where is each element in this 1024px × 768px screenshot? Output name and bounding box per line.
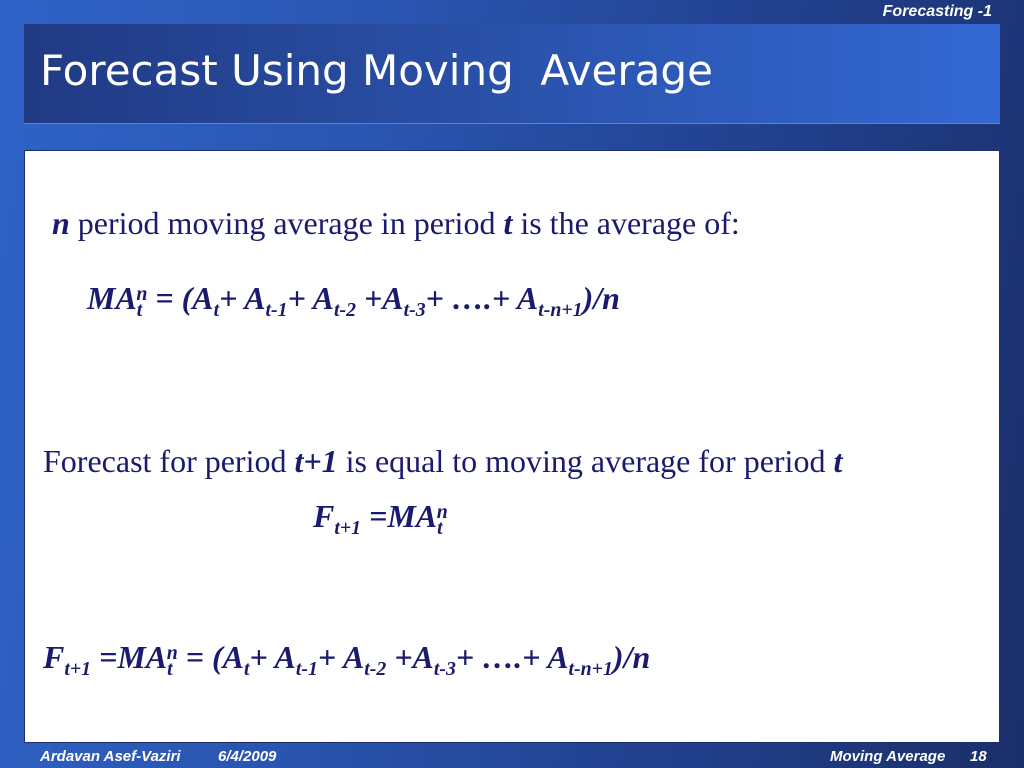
definition-text: n period moving average in period t is t…	[52, 205, 740, 241]
combined-formula: Ft+1 =MAtn = (At+ At-1+ At-2 +At-3+ ….+ …	[43, 639, 651, 680]
forecast-formula: Ft+1 =MAtn	[313, 498, 448, 539]
section-label: Forecasting -1	[882, 3, 992, 20]
footer-page-number: 18	[970, 748, 987, 765]
footer-date: 6/4/2009	[218, 748, 277, 765]
slide-title: Forecast Using Moving Average	[40, 46, 713, 95]
moving-average-formula: MAtn = (At+ At-1+ At-2 +At-3+ ….+ At-n+1…	[87, 280, 620, 321]
forecast-text: Forecast for period t+1 is equal to movi…	[43, 443, 843, 479]
title-band: Forecast Using Moving Average	[24, 24, 1000, 124]
footer-topic: Moving Average	[830, 748, 946, 765]
footer-author: Ardavan Asef-Vaziri	[40, 748, 181, 765]
content-area: n period moving average in period t is t…	[24, 150, 1000, 743]
